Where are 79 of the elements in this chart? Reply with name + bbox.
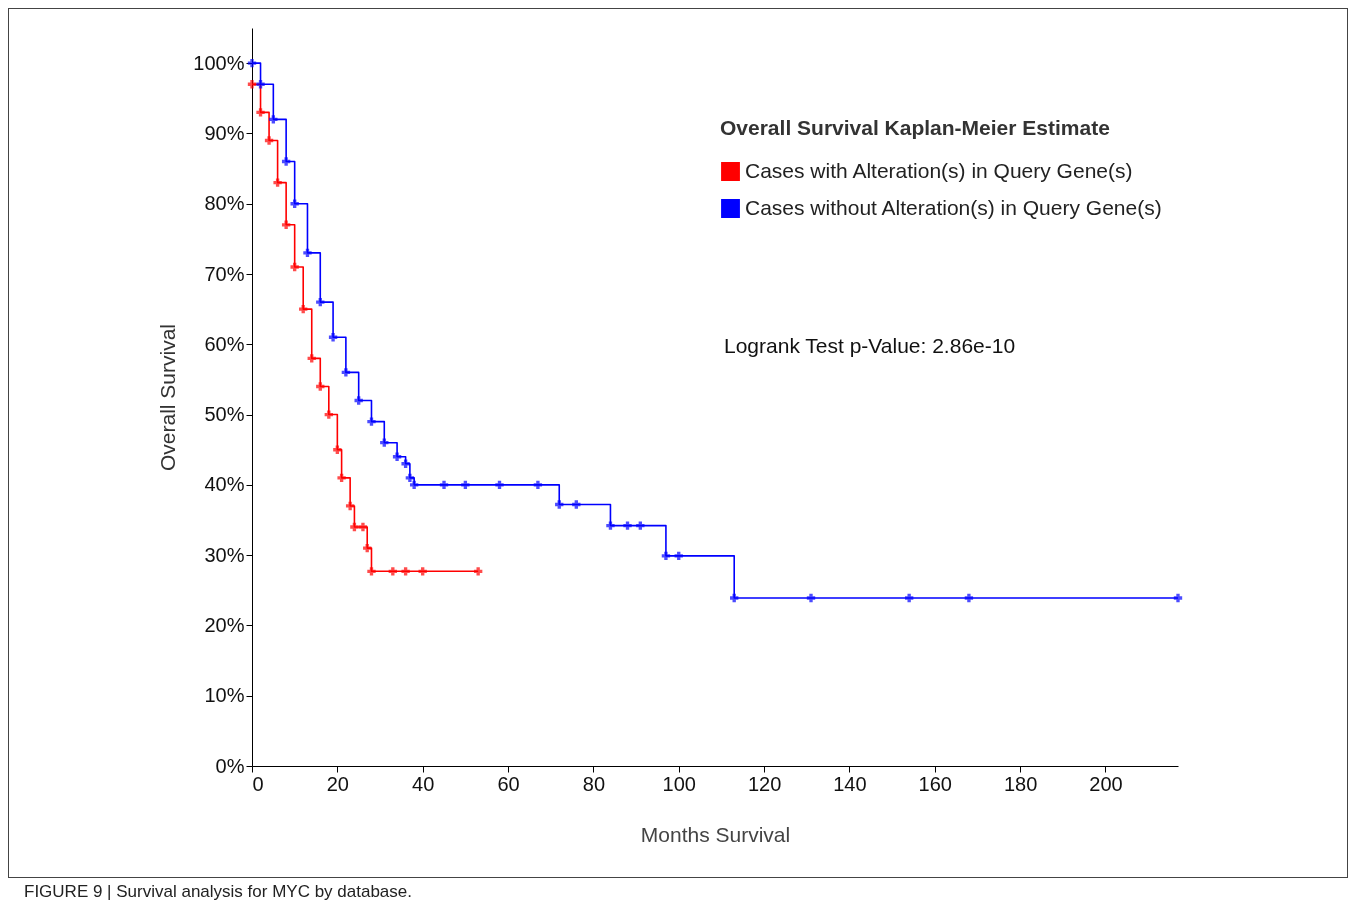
- point: [367, 567, 376, 576]
- point: [730, 593, 739, 603]
- point: [273, 178, 282, 187]
- point: [316, 297, 325, 307]
- point: [904, 593, 914, 603]
- point: [606, 521, 615, 530]
- x-tick-label: 20: [326, 772, 349, 795]
- point: [333, 445, 342, 454]
- y-tick-label: 30%: [204, 543, 245, 566]
- point: [367, 417, 376, 426]
- point: [674, 551, 683, 561]
- y-tick-label: 100%: [193, 51, 245, 74]
- legend-label: Cases with Alteration(s) in Query Gene(s): [745, 158, 1133, 182]
- x-axis-title: Months Survival: [640, 822, 791, 846]
- point: [290, 262, 299, 272]
- point: [964, 593, 974, 603]
- x-tick-label: 100: [662, 772, 696, 795]
- y-tick-label: 60%: [204, 332, 245, 355]
- legend-title: Overall Survival Kaplan-Meier Estimate: [720, 116, 1110, 139]
- x-tick-label: 120: [747, 772, 782, 795]
- point: [328, 333, 338, 342]
- point: [264, 136, 274, 145]
- y-tick-label: 70%: [204, 262, 245, 285]
- y-tick-label: 20%: [204, 613, 245, 636]
- point: [281, 157, 291, 166]
- point: [307, 354, 316, 363]
- x-tick-label: 160: [918, 772, 952, 795]
- point: [439, 480, 449, 490]
- point: [473, 567, 483, 576]
- point: [1173, 593, 1183, 603]
- point: [661, 551, 671, 561]
- point: [341, 368, 351, 377]
- x-tick-label: 80: [582, 772, 606, 795]
- x-tick-label: 0: [252, 772, 264, 795]
- point: [256, 108, 265, 117]
- point: [533, 480, 543, 490]
- point: [405, 473, 415, 483]
- point: [290, 199, 299, 208]
- point: [555, 500, 564, 509]
- point: [269, 115, 278, 124]
- y-tick-label: 40%: [204, 473, 245, 496]
- point: [256, 80, 265, 89]
- y-tick-label: 10%: [204, 684, 245, 707]
- point: [350, 522, 359, 532]
- x-tick-label: 60: [497, 772, 520, 795]
- point: [345, 501, 355, 511]
- x-tick-label: 140: [833, 772, 867, 795]
- point: [324, 410, 333, 419]
- x-tick-label: 180: [1003, 772, 1038, 795]
- y-tick-label: 50%: [204, 403, 245, 426]
- point: [358, 522, 368, 532]
- point: [401, 459, 410, 468]
- point: [303, 248, 312, 258]
- point: [495, 480, 504, 490]
- x-tick-label: 40: [412, 772, 435, 795]
- point: [299, 304, 308, 314]
- y-tick-label: 80%: [204, 192, 245, 215]
- point: [316, 382, 325, 391]
- y-tick-label: 90%: [204, 121, 245, 144]
- point: [409, 480, 419, 490]
- point: [572, 500, 581, 509]
- point: [247, 80, 257, 89]
- caption: FIGURE 9 | Survival analysis for MYC by database.: [24, 882, 413, 902]
- point: [461, 480, 470, 490]
- point: [636, 521, 645, 530]
- y-axis-title: Overall Survival: [156, 323, 180, 472]
- point: [806, 593, 816, 603]
- y-tick-label: 0%: [215, 754, 245, 777]
- x-tick-label: 200: [1089, 772, 1123, 795]
- point: [623, 521, 632, 530]
- point: [354, 396, 363, 405]
- point: [401, 567, 410, 576]
- point: [247, 58, 257, 68]
- legend-label: Cases without Alteration(s) in Query Gene(s): [745, 195, 1162, 219]
- point: [392, 452, 402, 461]
- annotation: Logrank Test p-Value: 2.86e-10: [724, 334, 1016, 357]
- point: [337, 473, 346, 483]
- point: [363, 543, 372, 553]
- point: [281, 220, 291, 229]
